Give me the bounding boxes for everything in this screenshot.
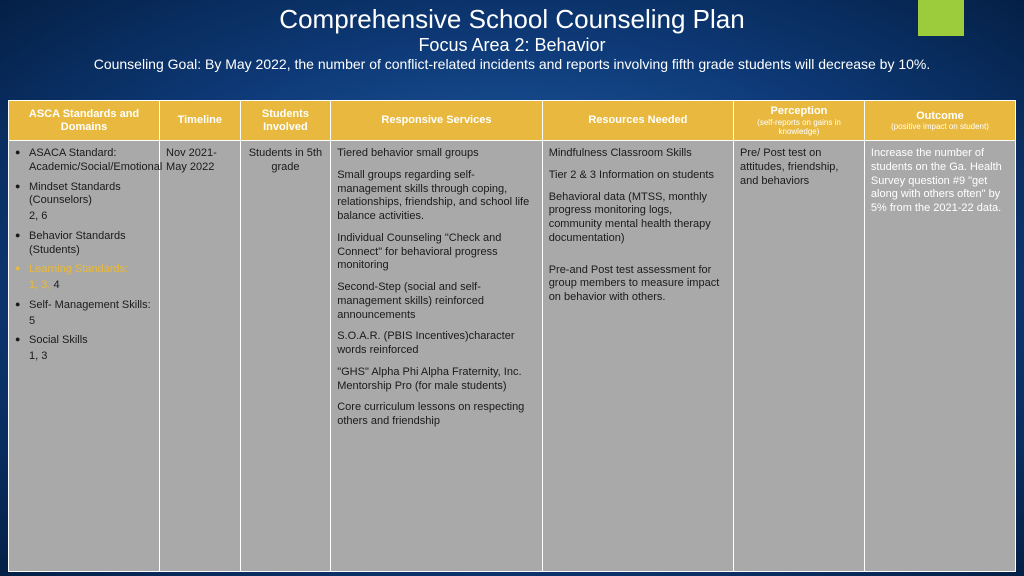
std-learning-hl: 1, 3,: [29, 279, 50, 291]
std-sub: 1, 3: [15, 350, 153, 364]
std-item: Social Skills: [15, 334, 153, 348]
col-students: Students Involved: [240, 101, 331, 141]
std-item-highlight: Learning Standards:: [15, 263, 153, 277]
col-outcome-sub: (positive impact on student): [871, 122, 1009, 131]
slide-subtitle: Focus Area 2: Behavior: [0, 35, 1024, 56]
std-sub: 1, 3, 4: [15, 279, 153, 293]
std-item: Mindset Standards (Counselors): [15, 181, 153, 209]
res-p: Pre-and Post test assessment for group m…: [549, 264, 727, 305]
spacer: [549, 254, 727, 264]
std-item: Self- Management Skills:: [15, 299, 153, 313]
col-standards: ASCA Standards and Domains: [9, 101, 160, 141]
std-learning-rest: 4: [50, 279, 59, 291]
slide-title: Comprehensive School Counseling Plan: [0, 0, 1024, 35]
counseling-goal: Counseling Goal: By May 2022, the number…: [0, 56, 1024, 73]
col-perception: Perception (self-reports on gains in kno…: [734, 101, 865, 141]
std-sub: 2, 6: [15, 210, 153, 224]
res-p: Behavioral data (MTSS, monthly progress …: [549, 191, 727, 246]
col-perception-sub: (self-reports on gains in knowledge): [740, 118, 858, 136]
col-timeline: Timeline: [160, 101, 241, 141]
cell-standards: ASACA Standard: Academic/Social/Emotiona…: [9, 141, 160, 572]
resp-p: "GHS" Alpha Phi Alpha Fraternity, Inc. M…: [337, 366, 535, 394]
std-sub: 5: [15, 315, 153, 329]
col-responsive: Responsive Services: [331, 101, 542, 141]
table-row: ASACA Standard: Academic/Social/Emotiona…: [9, 141, 1016, 572]
cell-perception: Pre/ Post test on attitudes, friendship,…: [734, 141, 865, 572]
cell-timeline: Nov 2021- May 2022: [160, 141, 241, 572]
std-learning-label: Learning Standards:: [29, 263, 128, 275]
col-outcome: Outcome (positive impact on student): [864, 101, 1015, 141]
resp-p: Tiered behavior small groups: [337, 147, 535, 161]
col-outcome-label: Outcome: [916, 110, 964, 122]
col-resources: Resources Needed: [542, 101, 733, 141]
resp-p: Small groups regarding self-management s…: [337, 169, 535, 224]
cell-outcome: Increase the number of students on the G…: [864, 141, 1015, 572]
std-item: Behavior Standards (Students): [15, 230, 153, 258]
resp-p: Core curriculum lessons on respecting ot…: [337, 401, 535, 429]
plan-table-wrap: ASCA Standards and Domains Timeline Stud…: [8, 100, 1016, 572]
res-p: Mindfulness Classroom Skills: [549, 147, 727, 161]
accent-box: [918, 0, 964, 36]
resp-p: Second-Step (social and self-management …: [337, 281, 535, 322]
cell-students: Students in 5th grade: [240, 141, 331, 572]
table-header-row: ASCA Standards and Domains Timeline Stud…: [9, 101, 1016, 141]
resp-p: S.O.A.R. (PBIS Incentives)character word…: [337, 330, 535, 358]
res-p: Tier 2 & 3 Information on students: [549, 169, 727, 183]
std-item: ASACA Standard: Academic/Social/Emotiona…: [15, 147, 153, 175]
resp-p: Individual Counseling "Check and Connect…: [337, 232, 535, 273]
cell-responsive: Tiered behavior small groups Small group…: [331, 141, 542, 572]
cell-resources: Mindfulness Classroom Skills Tier 2 & 3 …: [542, 141, 733, 572]
col-perception-label: Perception: [771, 105, 828, 117]
plan-table: ASCA Standards and Domains Timeline Stud…: [8, 100, 1016, 572]
